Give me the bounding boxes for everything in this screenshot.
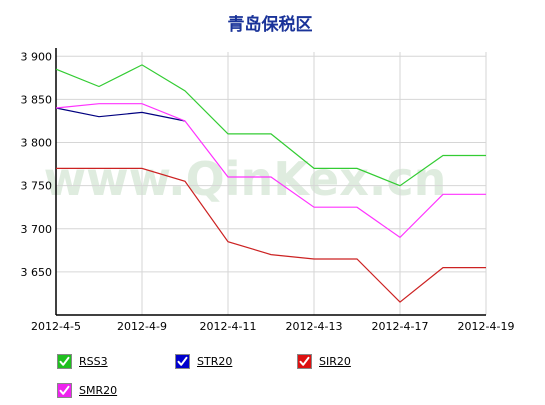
x-tick-label: 2012-4-5 bbox=[31, 320, 81, 333]
legend-label: STR20 bbox=[197, 355, 233, 368]
x-tick-labels: 2012-4-5 2012-4-9 2012-4-11 2012-4-13 2012-4… bbox=[31, 320, 514, 333]
checkbox-icon[interactable] bbox=[175, 354, 190, 369]
x-tick-label: 2012-4-11 bbox=[200, 320, 257, 333]
series-line-smr20 bbox=[55, 103, 486, 239]
legend-label: SIR20 bbox=[319, 355, 351, 368]
legend-item-rss3[interactable]: RSS3 bbox=[57, 354, 108, 369]
y-tick-label: 3 850 bbox=[21, 93, 53, 106]
y-tick-label: 3 900 bbox=[21, 50, 53, 63]
y-tick-label: 3 750 bbox=[21, 180, 53, 193]
series-line-str20 bbox=[55, 107, 186, 122]
checkbox-icon[interactable] bbox=[297, 354, 312, 369]
grid bbox=[55, 52, 487, 315]
x-tick-label: 2012-4-17 bbox=[372, 320, 429, 333]
x-tick-label: 2012-4-13 bbox=[286, 320, 343, 333]
watermark: www.QinKex.cn bbox=[44, 152, 447, 206]
legend-label: SMR20 bbox=[79, 384, 118, 397]
x-tick-label: 2012-4-9 bbox=[117, 320, 167, 333]
y-tick-label: 3 650 bbox=[21, 266, 53, 279]
legend-item-str20[interactable]: STR20 bbox=[175, 354, 232, 369]
axes bbox=[55, 48, 486, 316]
checkbox-icon[interactable] bbox=[57, 354, 72, 369]
y-tick-labels: 3 650 3 700 3 750 3 800 3 850 3 900 bbox=[21, 50, 53, 279]
y-tick-label: 3 800 bbox=[21, 137, 53, 150]
series-line-sir20 bbox=[56, 167, 486, 303]
series-line-rss3 bbox=[55, 64, 486, 187]
legend-label: RSS3 bbox=[79, 355, 108, 368]
x-tick-label: 2012-4-19 bbox=[458, 320, 515, 333]
checkbox-icon[interactable] bbox=[57, 383, 72, 398]
legend-item-sir20[interactable]: SIR20 bbox=[297, 354, 351, 369]
series-lines bbox=[55, 64, 486, 303]
legend-item-smr20[interactable]: SMR20 bbox=[57, 383, 117, 398]
y-tick-label: 3 700 bbox=[21, 223, 53, 236]
chart-title: 青岛保税区 bbox=[228, 14, 313, 35]
